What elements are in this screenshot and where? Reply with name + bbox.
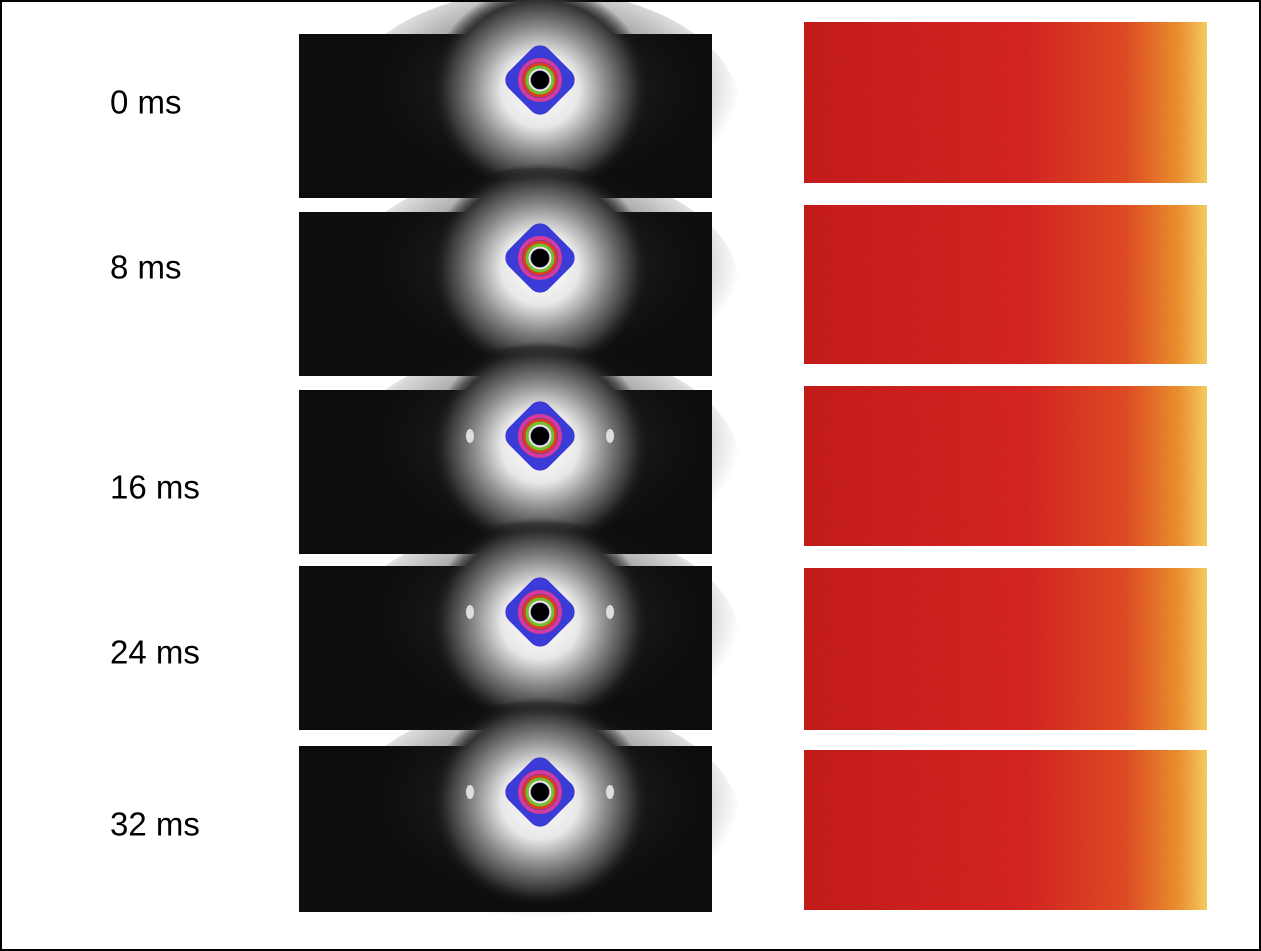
heat-image — [804, 205, 1207, 364]
streak — [466, 429, 474, 443]
heat-image — [804, 568, 1207, 730]
heat-noise — [804, 386, 1207, 546]
heat-noise — [804, 22, 1207, 183]
time-label: 16 ms — [110, 469, 200, 506]
heat-image — [804, 386, 1207, 546]
time-label: 0 ms — [110, 84, 182, 121]
pattern-image — [299, 697, 740, 942]
streak — [466, 785, 474, 799]
heat-noise — [804, 568, 1207, 730]
streak — [466, 605, 474, 619]
heat-noise — [804, 205, 1207, 364]
heat-image — [804, 22, 1207, 183]
streak — [606, 605, 614, 619]
beam-stop — [531, 783, 549, 801]
beam-stop — [531, 249, 549, 267]
time-label: 24 ms — [110, 634, 200, 671]
figure: 0 ms 8 ms 16 ms 24 ms 32 ms — [0, 0, 1261, 951]
time-label: 32 ms — [110, 806, 200, 843]
panel-row: 24 ms — [110, 517, 1207, 762]
beam-stop — [531, 71, 549, 89]
heat-noise — [804, 750, 1207, 910]
heat-image — [804, 750, 1207, 910]
panel-row: 32 ms — [110, 697, 1207, 942]
streak — [606, 429, 614, 443]
beam-stop — [531, 603, 549, 621]
streak — [606, 785, 614, 799]
time-label: 8 ms — [110, 249, 182, 286]
beam-stop — [531, 427, 549, 445]
